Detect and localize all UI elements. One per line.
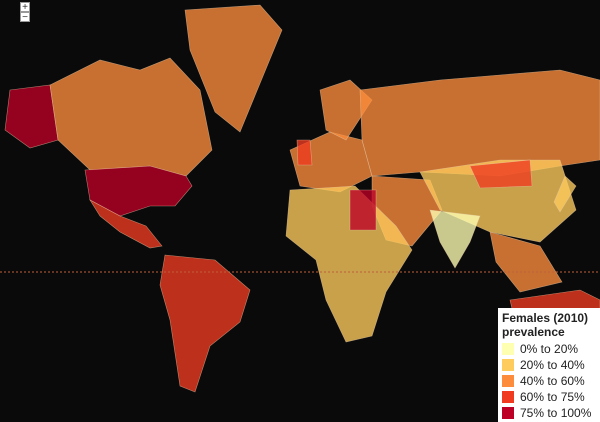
country-region — [429, 209, 481, 269]
country-region — [553, 175, 577, 213]
legend-label: 20% to 40% — [520, 358, 585, 372]
legend-label: 40% to 60% — [520, 374, 585, 388]
country-region — [89, 199, 163, 249]
legend: Females (2010) prevalence 0% to 20% 20% t… — [498, 308, 600, 422]
country-region — [285, 185, 413, 343]
legend-swatch — [502, 391, 514, 403]
zoom-in-button[interactable]: + — [20, 2, 30, 13]
legend-label: 60% to 75% — [520, 390, 585, 404]
country-region — [319, 79, 373, 141]
legend-swatch — [502, 359, 514, 371]
legend-item: 40% to 60% — [502, 373, 596, 389]
country-region — [359, 69, 600, 177]
legend-label: 75% to 100% — [520, 406, 592, 420]
country-region — [469, 159, 533, 189]
country-region — [489, 231, 563, 293]
country-region — [296, 139, 313, 166]
legend-item: 0% to 20% — [502, 341, 596, 357]
country-region — [4, 84, 59, 149]
legend-item: 20% to 40% — [502, 357, 596, 373]
legend-title: Females (2010) prevalence — [502, 311, 589, 339]
legend-swatch — [502, 407, 514, 419]
zoom-out-button[interactable]: − — [20, 12, 30, 23]
country-region — [159, 254, 251, 393]
legend-item: 75% to 100% — [502, 405, 596, 421]
legend-swatch — [502, 343, 514, 355]
country-region — [349, 189, 377, 231]
legend-item: 60% to 75% — [502, 389, 596, 405]
legend-label: 0% to 20% — [520, 342, 579, 356]
legend-swatch — [502, 375, 514, 387]
country-region — [184, 4, 283, 133]
country-region — [49, 57, 213, 177]
